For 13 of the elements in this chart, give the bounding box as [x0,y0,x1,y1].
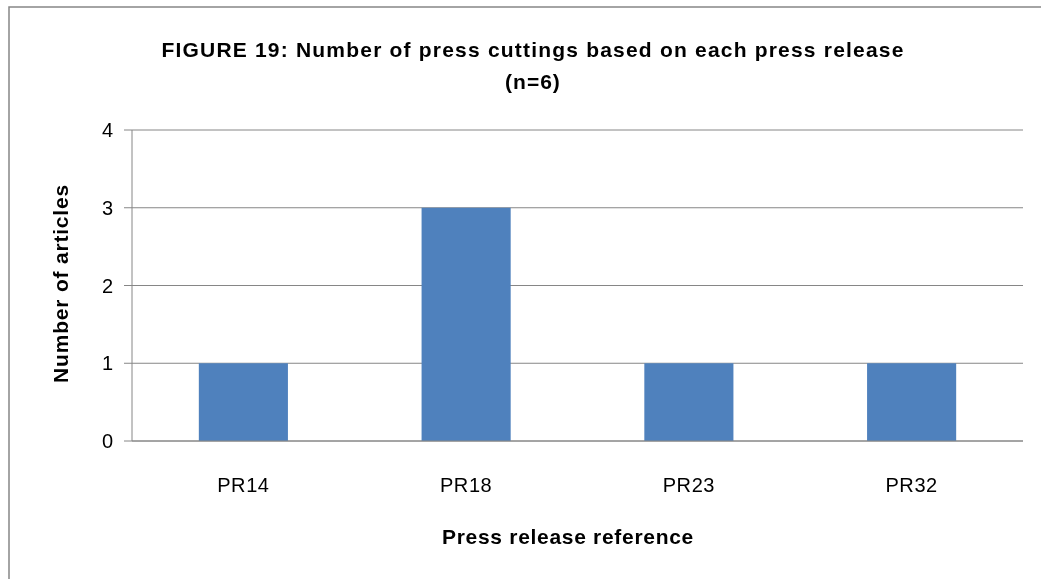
chart-subtitle: (n=6) [505,70,561,93]
x-tick-label: PR18 [439,474,493,496]
y-tick-label: 4 [101,119,113,141]
y-tick-label: 1 [101,352,113,375]
y-axis-title: Number of articles [49,184,72,383]
x-axis-title: Press release reference [442,525,694,548]
x-tick-label: PR23 [662,474,716,496]
x-tick-label: PR32 [885,474,938,496]
x-tick-label: PR14 [217,474,270,496]
y-tick-label: 0 [101,430,113,452]
y-tick-label: 2 [101,274,113,297]
y-tick-label: 3 [101,196,113,219]
chart-title: FIGURE 19: Number of press cuttings based on each press release [161,38,905,61]
